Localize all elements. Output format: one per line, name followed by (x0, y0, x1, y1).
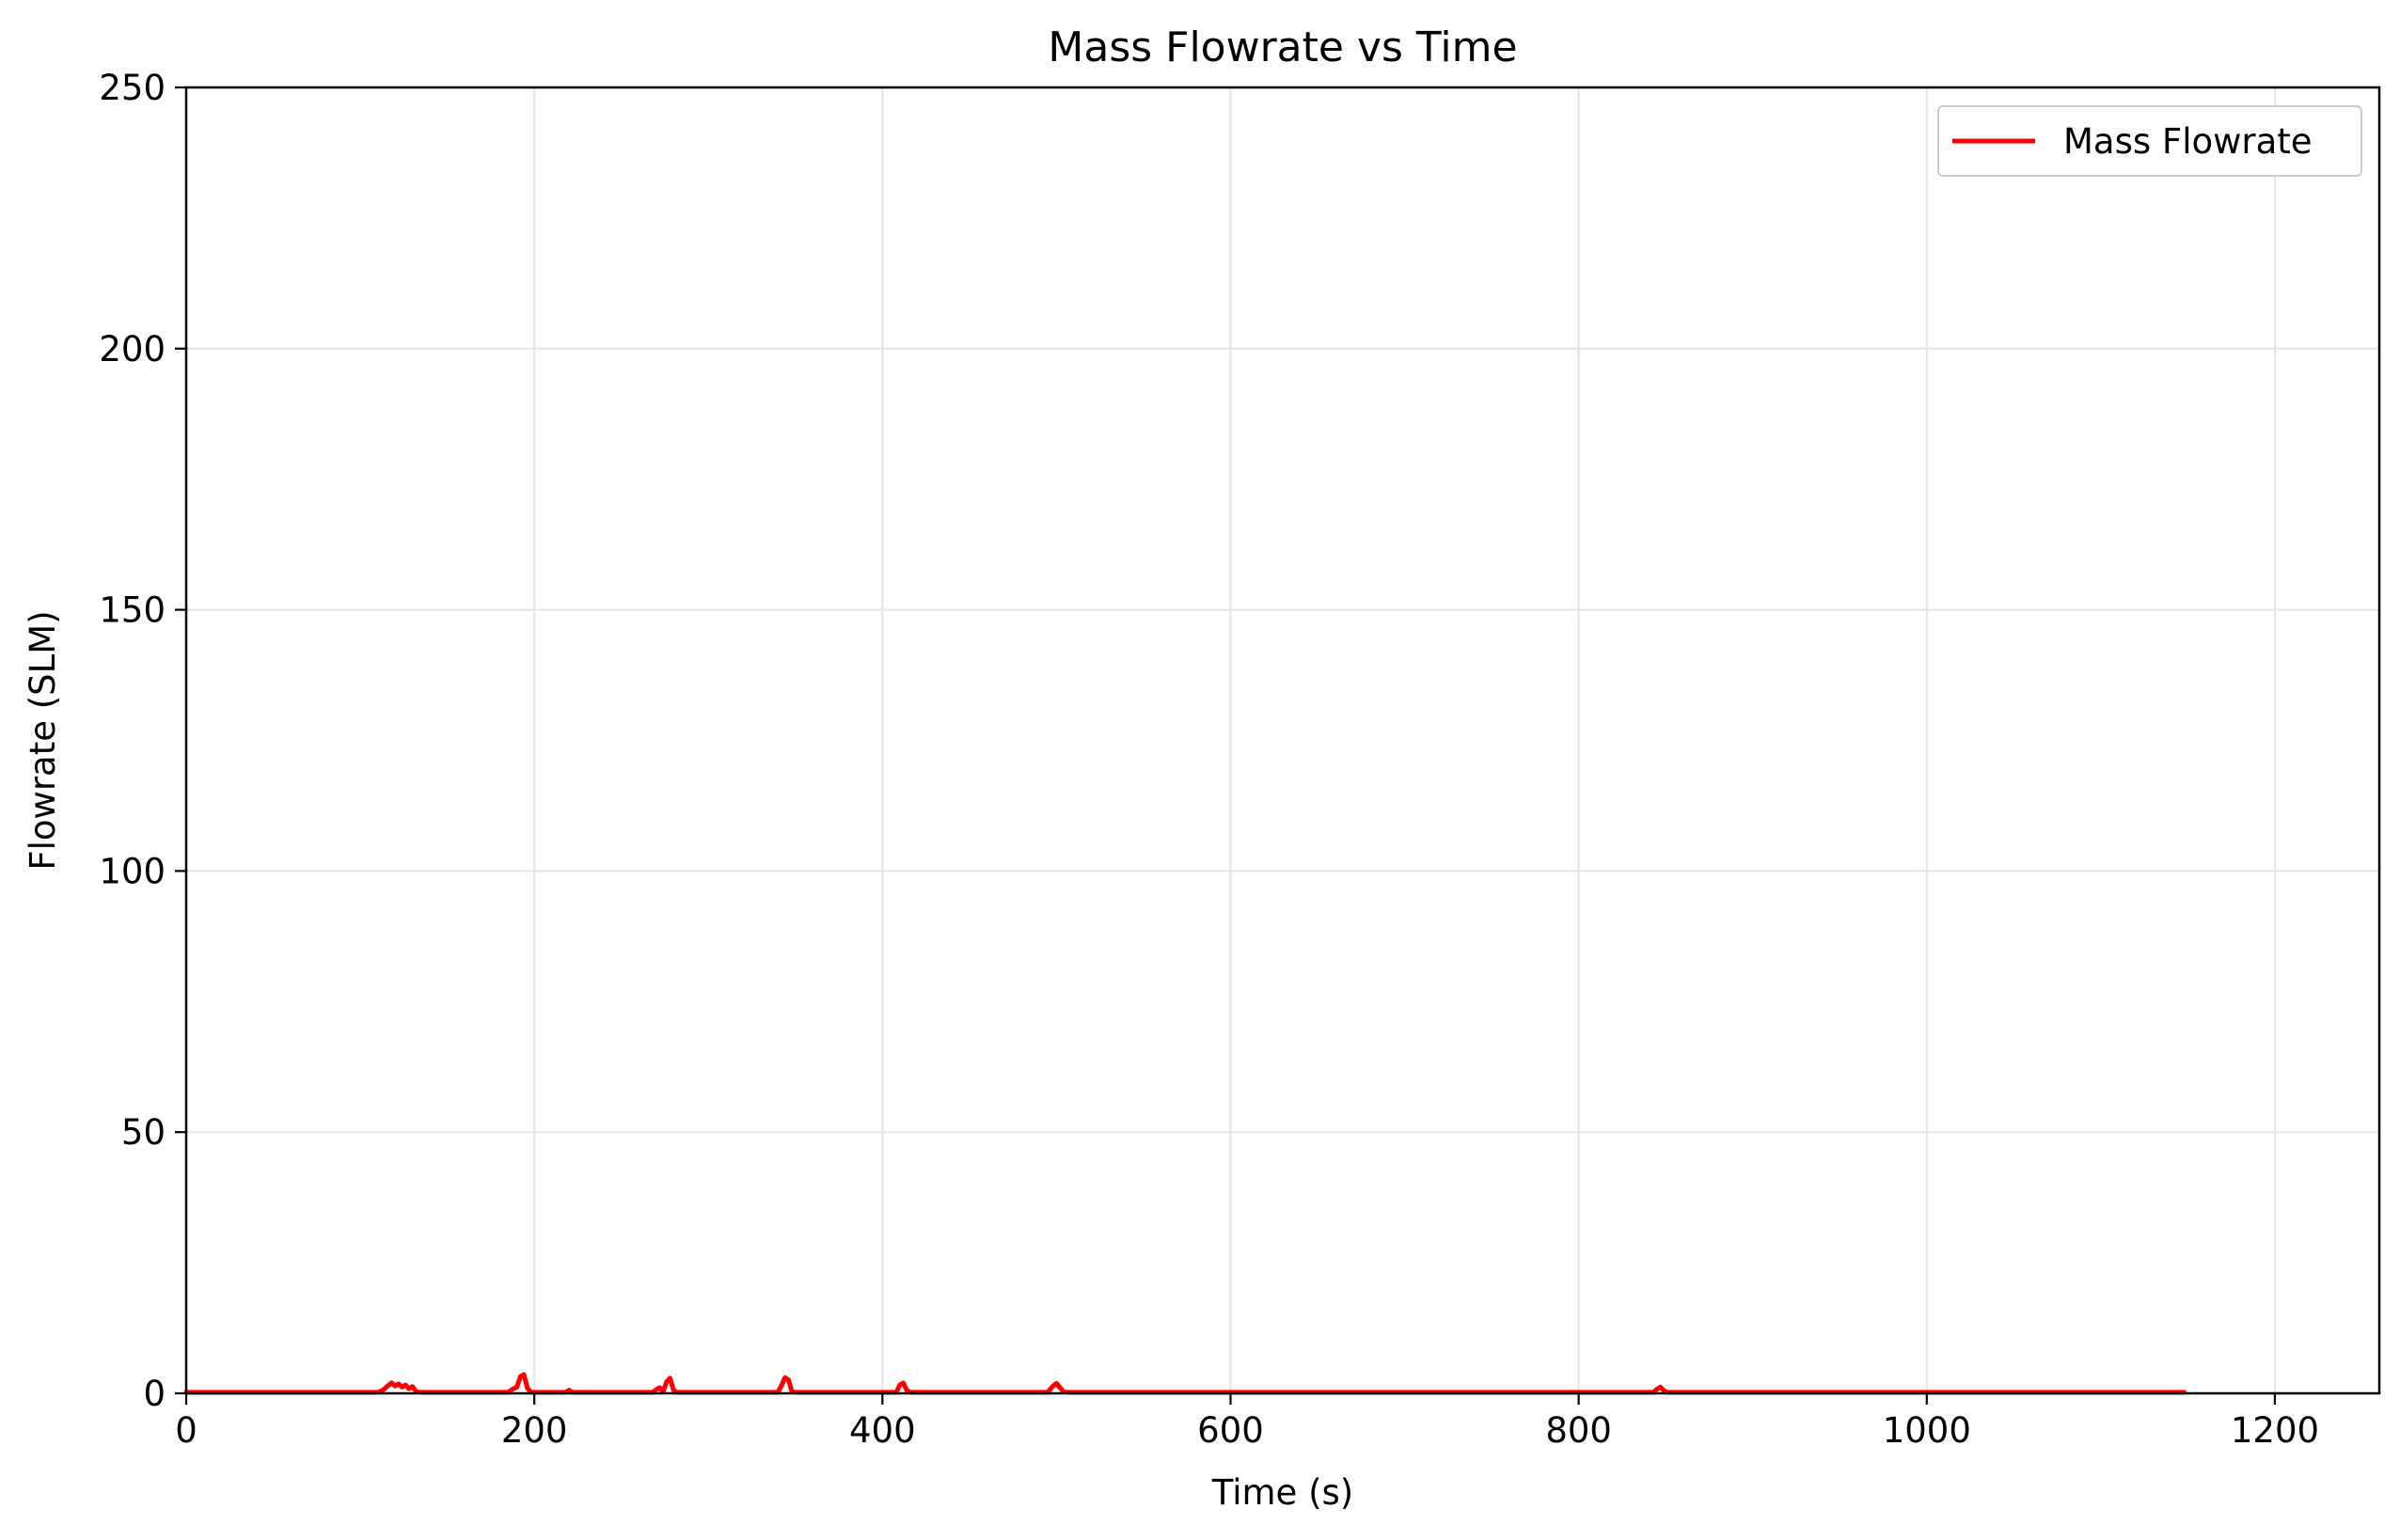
plot-frame (184, 86, 2381, 1395)
y-tick-label: 250 (99, 68, 166, 108)
y-tick-label: 150 (99, 590, 166, 631)
y-tick-label: 200 (99, 329, 166, 369)
chart-title: Mass Flowrate vs Time (1048, 24, 1517, 71)
x-axis-label: Time (s) (1211, 1472, 1353, 1513)
series-layer (183, 1372, 2187, 1395)
y-tick-label: 50 (121, 1112, 166, 1153)
x-tick-label: 0 (175, 1410, 197, 1451)
legend-box (1937, 105, 2362, 177)
x-tick-label: 1000 (1883, 1410, 1971, 1451)
y-tick-label: 100 (99, 851, 166, 891)
y-axis-ticks: 0 50 100 150 200 250 (99, 68, 186, 1414)
y-axis-label: Flowrate (SLM) (23, 610, 63, 870)
x-tick-label: 800 (1545, 1410, 1612, 1451)
series-line-0 (183, 1372, 2187, 1395)
legend: Mass Flowrate (1937, 105, 2362, 177)
x-axis-ticks: 0 200 400 600 800 1000 1200 (175, 1393, 2319, 1451)
y-tick-label: 0 (143, 1374, 166, 1414)
x-tick-label: 200 (501, 1410, 568, 1451)
legend-label: Mass Flowrate (2063, 121, 2313, 162)
x-tick-label: 1200 (2231, 1410, 2319, 1451)
x-tick-label: 600 (1197, 1410, 1264, 1451)
x-tick-label: 400 (849, 1410, 916, 1451)
